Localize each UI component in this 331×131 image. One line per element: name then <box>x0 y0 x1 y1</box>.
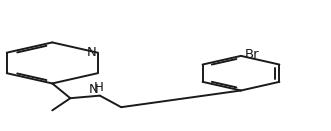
Text: N: N <box>89 83 99 96</box>
Text: Br: Br <box>244 48 259 61</box>
Text: N: N <box>86 46 96 59</box>
Text: H: H <box>93 81 103 94</box>
